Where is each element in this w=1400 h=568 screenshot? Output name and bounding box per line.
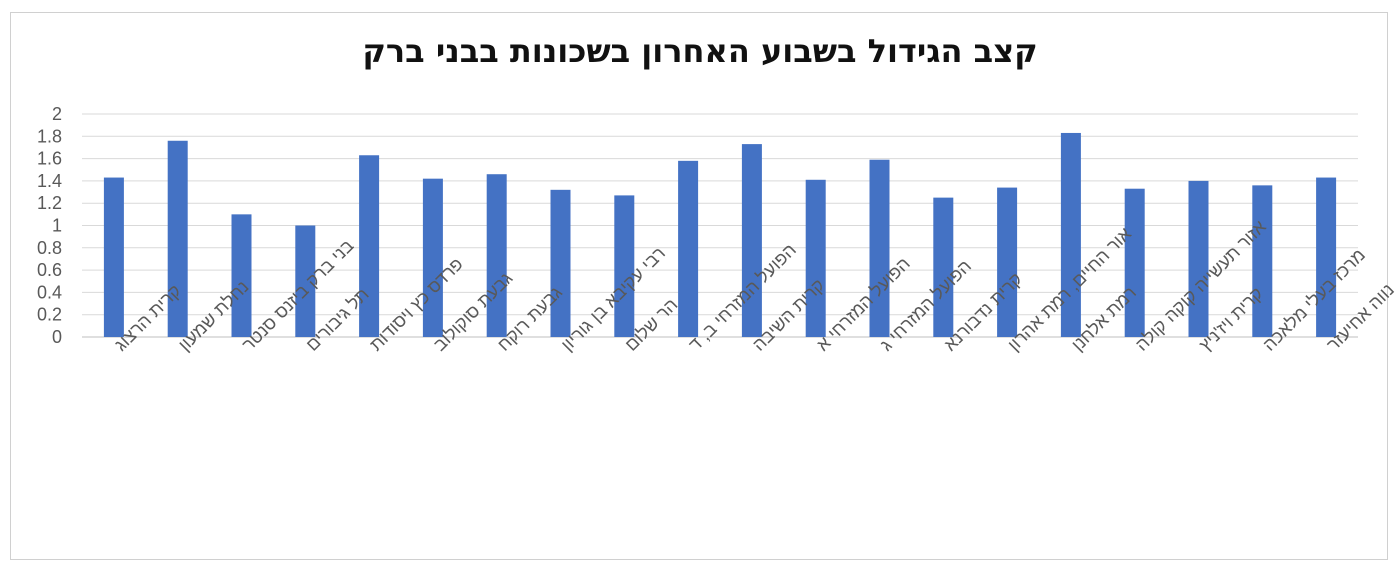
- y-tick-label: 1: [52, 216, 62, 236]
- y-tick-label: 1.8: [37, 126, 62, 146]
- bar: [741, 144, 762, 337]
- bars: [103, 132, 1337, 337]
- y-tick-label: 0.8: [37, 238, 62, 258]
- y-tick-label: 1.6: [37, 149, 62, 169]
- bar: [486, 174, 507, 337]
- bar: [614, 195, 635, 337]
- y-tick-label: 0.4: [37, 282, 62, 302]
- bar: [359, 155, 380, 337]
- x-tick-label: רבי עקיבא בן גוריון: [557, 243, 669, 355]
- bar: [1316, 177, 1337, 337]
- bar: [103, 177, 124, 337]
- bar: [1252, 185, 1273, 337]
- bar: [550, 189, 571, 337]
- bar: [997, 187, 1018, 337]
- bar: [805, 179, 826, 337]
- y-tick-label: 0.6: [37, 260, 62, 280]
- chart-title: קצב הגידול בשבוע האחרון בשכונות בבני ברק: [362, 32, 1038, 70]
- y-tick-label: 1.4: [37, 171, 62, 191]
- bar: [231, 214, 252, 337]
- bar: [422, 178, 443, 337]
- bar: [678, 160, 699, 337]
- gridlines: [82, 113, 1358, 338]
- bar: [295, 225, 316, 337]
- bar: [1188, 180, 1209, 337]
- y-tick-label: 1.2: [37, 193, 62, 213]
- bar: [1060, 132, 1081, 337]
- bar: [1124, 188, 1145, 337]
- bar: [167, 140, 188, 337]
- y-tick-label: 0: [52, 327, 62, 347]
- y-tick-label: 2: [52, 104, 62, 124]
- y-tick-label: 0.2: [37, 305, 62, 325]
- bar: [933, 197, 954, 337]
- bar: [869, 159, 890, 337]
- y-axis: 00.2 0.40.60.81 1.21.41.6 1.82: [37, 104, 62, 347]
